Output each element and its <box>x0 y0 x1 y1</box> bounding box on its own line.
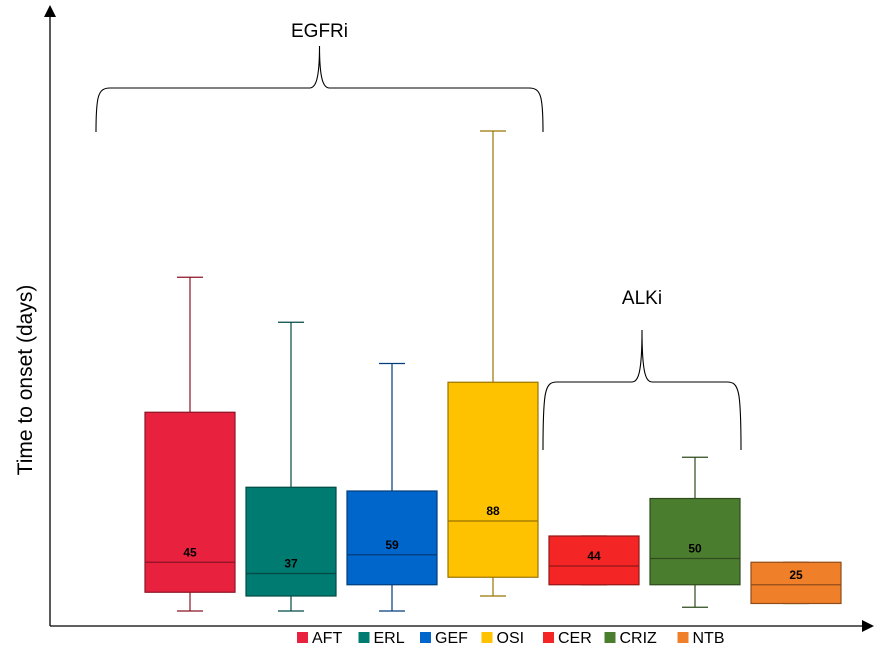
bracket-path <box>95 45 544 133</box>
legend-item-erl: ERL <box>358 630 405 647</box>
legend-label: GEF <box>435 630 468 647</box>
iqr-box <box>447 381 539 578</box>
x-axis-arrow <box>862 620 874 632</box>
y-axis-label: Time to onset (days) <box>14 285 37 476</box>
bracket-path <box>542 329 742 451</box>
iqr-box <box>144 411 236 593</box>
bracket-label: ALKi <box>622 288 662 309</box>
iqr-box <box>245 486 337 597</box>
legend: AFT ERL GEF OSI CER CRIZ NTB <box>297 630 725 647</box>
legend-label: ERL <box>374 630 405 647</box>
egfri-bracket: EGFRi <box>95 21 544 133</box>
legend-swatch <box>420 632 431 643</box>
legend-swatch <box>677 632 689 643</box>
legend-swatch <box>358 632 370 643</box>
legend-swatch <box>481 632 493 643</box>
legend-item-osi: OSI <box>481 630 525 647</box>
legend-swatch <box>543 632 554 643</box>
y-axis-arrow <box>44 5 56 17</box>
alki-bracket: ALKi <box>542 288 742 451</box>
legend-label: CER <box>558 630 592 647</box>
group-brackets-layer: EGFRi ALKi <box>95 21 742 451</box>
box-cer: 44 <box>548 535 640 586</box>
median-label: 44 <box>587 549 601 563</box>
median-label: 50 <box>688 542 702 556</box>
legend-label: OSI <box>497 630 525 647</box>
legend-label: AFT <box>312 630 342 647</box>
median-label: 25 <box>789 568 803 582</box>
iqr-box <box>548 535 640 586</box>
legend-label: NTB <box>693 630 725 647</box>
box-osi: 88 <box>447 130 539 597</box>
legend-label: CRIZ <box>620 630 658 647</box>
iqr-box <box>750 561 842 605</box>
legend-swatch <box>604 632 616 643</box>
box-ntb: 25 <box>750 561 842 605</box>
legend-item-gef: GEF <box>420 630 468 647</box>
iqr-box <box>346 490 438 586</box>
median-label: 88 <box>486 504 500 518</box>
legend-item-criz: CRIZ <box>604 630 658 647</box>
legend-item-ntb: NTB <box>677 630 725 647</box>
legend-item-cer: CER <box>543 630 592 647</box>
median-label: 45 <box>183 545 197 559</box>
median-label: 59 <box>385 538 399 552</box>
legend-item-aft: AFT <box>297 630 342 647</box>
boxes-layer: 45 37 59 88 44 50 25 <box>144 130 842 612</box>
iqr-box <box>649 497 741 586</box>
box-erl: 37 <box>245 321 337 612</box>
legend-swatch <box>297 632 308 643</box>
box-gef: 59 <box>346 362 438 612</box>
box-criz: 50 <box>649 456 741 608</box>
bracket-label: EGFRi <box>291 21 348 42</box>
median-label: 37 <box>284 557 298 571</box>
box-aft: 45 <box>144 276 236 612</box>
